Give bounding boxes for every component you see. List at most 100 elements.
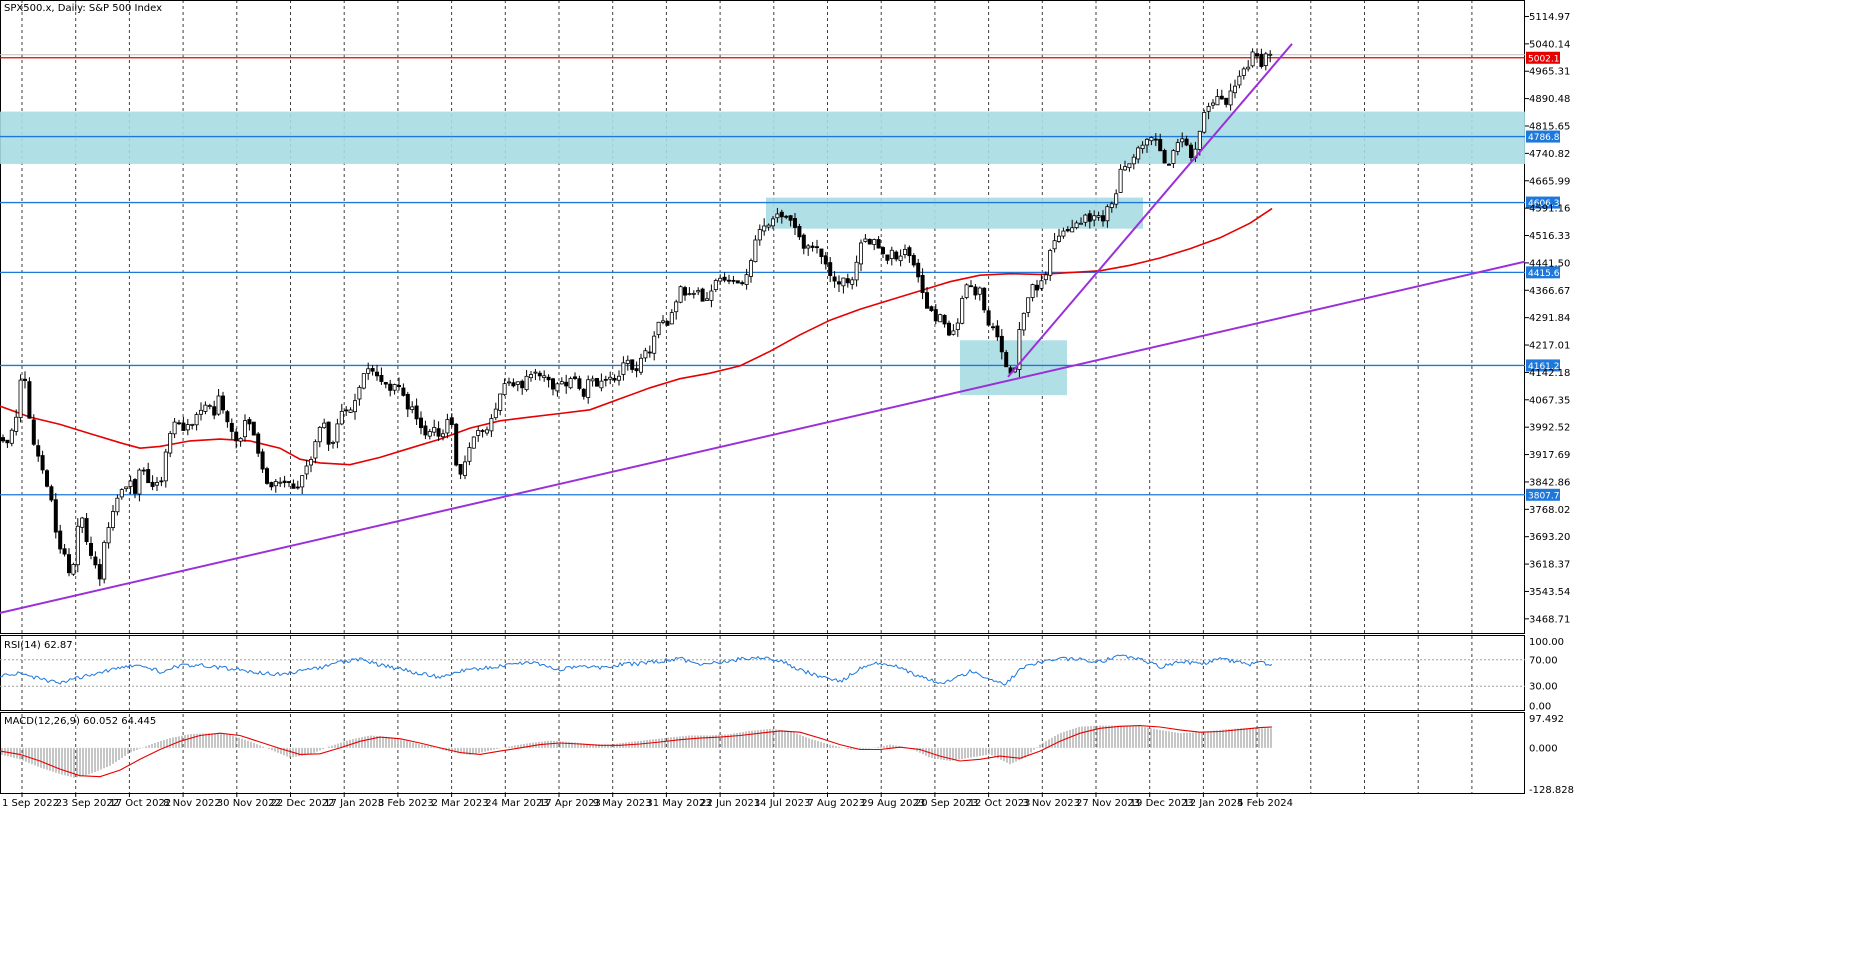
candle-up xyxy=(1105,206,1110,222)
candle-down xyxy=(876,239,881,249)
candle-up xyxy=(1136,147,1141,160)
candle-down xyxy=(62,548,67,555)
x-tick-label: 1 Sep 2022 xyxy=(2,798,59,809)
candle-up xyxy=(467,447,472,462)
candle-down xyxy=(1101,215,1106,222)
candle-up xyxy=(106,527,111,544)
candle-up xyxy=(696,290,701,293)
y-tick-label: 4665.99 xyxy=(1529,176,1570,187)
candle-up xyxy=(14,416,19,432)
candle-up xyxy=(1109,203,1114,208)
candle-down xyxy=(22,378,27,381)
candle-down xyxy=(845,278,850,284)
candle-up xyxy=(1057,235,1062,242)
candle-up xyxy=(308,459,313,466)
candle-up xyxy=(1017,329,1022,370)
candle-down xyxy=(740,282,745,285)
candle-down xyxy=(132,479,137,494)
zone-layer xyxy=(0,111,1525,396)
candle-up xyxy=(1241,68,1246,76)
candle-down xyxy=(146,469,151,484)
x-tick-label: 5 Feb 2024 xyxy=(1237,798,1293,809)
candle-up xyxy=(1026,297,1031,313)
candle-up xyxy=(806,245,811,249)
candle-down xyxy=(1184,138,1189,146)
candle-down xyxy=(683,287,688,296)
macd-signal-line xyxy=(0,725,1273,778)
candle-down xyxy=(251,421,256,436)
candle-up xyxy=(111,511,116,528)
x-tick-label: 31 May 2023 xyxy=(646,798,711,809)
candle-down xyxy=(260,451,265,470)
macd-y-tick-label: -128.828 xyxy=(1529,785,1574,796)
candle-down xyxy=(837,281,842,285)
candle-down xyxy=(291,483,296,489)
candle-up xyxy=(313,441,318,459)
candle-up xyxy=(1246,66,1251,70)
level-tag-label: 4415.67 xyxy=(1528,269,1565,279)
candle-down xyxy=(295,486,300,489)
candle-up xyxy=(1237,75,1242,86)
y-tick-label: 4291.84 xyxy=(1529,313,1570,324)
candle-down xyxy=(920,274,925,293)
candle-up xyxy=(9,429,14,444)
candle-up xyxy=(1175,142,1180,152)
candle-up xyxy=(639,357,644,373)
candle-down xyxy=(405,393,410,410)
candle-down xyxy=(181,422,186,431)
candle-up xyxy=(489,418,494,432)
level-layer: 5002.13 4786.80 4606.37 4415.67 4161.28 3807.… xyxy=(0,51,1565,501)
rsi-label: RSI(14) 62.87 xyxy=(4,640,73,651)
candle-down xyxy=(286,481,291,483)
candle-down xyxy=(49,486,54,501)
candle-up xyxy=(1123,166,1128,171)
rsi-layer xyxy=(0,654,1525,687)
candle-down xyxy=(436,428,441,437)
candle-up xyxy=(216,395,221,415)
y-tick-label: 4890.48 xyxy=(1529,94,1570,105)
moving-average-line xyxy=(0,207,1273,466)
x-tick-label: 12 Oct 2023 xyxy=(969,798,1031,809)
candle-up xyxy=(872,239,877,245)
rsi-y-tick-label: 70.00 xyxy=(1529,655,1558,666)
candle-down xyxy=(815,246,820,249)
candle-up xyxy=(1145,138,1150,146)
candle-up xyxy=(705,298,710,301)
candle-up xyxy=(366,368,371,374)
candle-up xyxy=(115,497,120,513)
candle-down xyxy=(933,309,938,322)
y-tick-label: 4516.33 xyxy=(1529,231,1570,242)
candle-up xyxy=(190,423,195,426)
candle-up xyxy=(357,387,362,400)
candle-up xyxy=(1171,150,1176,164)
level-tag xyxy=(1526,130,1560,143)
candle-up xyxy=(339,410,344,425)
candle-down xyxy=(264,468,269,484)
candle-down xyxy=(1035,284,1040,291)
candle-down xyxy=(779,211,784,218)
candle-down xyxy=(141,469,146,472)
rsi-y-tick-label: 0.00 xyxy=(1529,702,1551,713)
candle-up xyxy=(674,301,679,313)
candle-up xyxy=(955,322,960,331)
candle-down xyxy=(907,247,912,257)
candle-up xyxy=(317,426,322,443)
level-tag xyxy=(1526,488,1560,501)
candle-up xyxy=(1131,156,1136,165)
candle-down xyxy=(0,437,6,442)
x-tick-label: 17 Oct 2022 xyxy=(109,798,171,809)
candle-down xyxy=(731,279,736,282)
candle-down xyxy=(370,368,375,372)
candle-up xyxy=(586,379,591,398)
candle-up xyxy=(75,525,80,566)
candle-down xyxy=(1224,97,1229,105)
rsi-y-tick-label: 100.00 xyxy=(1529,637,1564,648)
candle-up xyxy=(1061,230,1066,237)
x-tick-label: 23 Sep 2022 xyxy=(56,798,119,809)
candle-down xyxy=(581,388,586,397)
candle-down xyxy=(256,433,261,454)
candle-down xyxy=(458,464,463,475)
candle-down xyxy=(612,377,617,381)
candle-up xyxy=(661,320,666,323)
